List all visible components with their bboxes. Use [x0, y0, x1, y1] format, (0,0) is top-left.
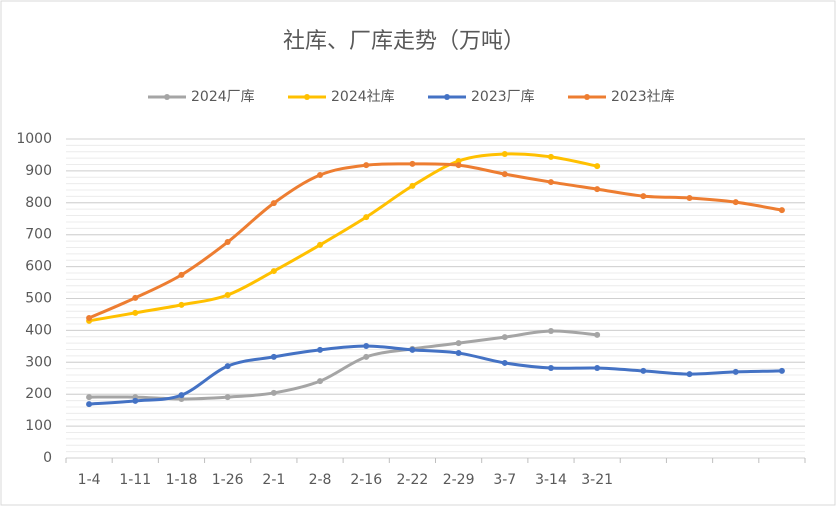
x-tick-label: 1-11 — [119, 472, 151, 488]
x-tick-label: 1-4 — [78, 472, 101, 488]
point — [178, 271, 185, 278]
point — [363, 214, 370, 221]
point — [686, 371, 693, 378]
point — [409, 160, 416, 167]
point — [732, 368, 739, 375]
legend-marker — [304, 94, 310, 100]
x-tick-label: 2-22 — [397, 472, 429, 488]
point — [732, 199, 739, 206]
point — [409, 346, 416, 353]
point — [501, 171, 508, 178]
legend-label: 2023厂库 — [471, 89, 535, 105]
point — [317, 378, 324, 385]
point — [86, 394, 93, 401]
series-line — [87, 152, 599, 323]
legend-label: 2024厂库 — [191, 89, 255, 105]
point — [547, 328, 554, 335]
legend-label: 2024社库 — [331, 89, 395, 105]
series-line — [87, 329, 599, 401]
x-tick-label: 2-1 — [262, 472, 285, 488]
point — [317, 346, 324, 353]
y-tick-label: 100 — [25, 418, 52, 434]
point — [455, 340, 462, 347]
point — [547, 365, 554, 372]
y-tick-label: 1000 — [16, 131, 52, 147]
point — [86, 401, 93, 408]
point — [501, 359, 508, 366]
point — [640, 367, 647, 374]
point — [501, 334, 508, 341]
point — [363, 353, 370, 360]
x-tick-label: 2-29 — [443, 472, 475, 488]
point — [455, 350, 462, 357]
y-tick-label: 400 — [25, 322, 52, 338]
point — [594, 186, 601, 193]
point — [317, 241, 324, 248]
point — [132, 397, 139, 404]
y-tick-label: 600 — [25, 259, 52, 275]
point — [363, 162, 370, 169]
point — [132, 309, 139, 316]
x-tick-label: 1-18 — [166, 472, 198, 488]
y-tick-label: 300 — [25, 354, 52, 370]
point — [363, 343, 370, 350]
point — [178, 392, 185, 399]
point — [270, 200, 277, 207]
x-tick-label: 3-7 — [493, 472, 516, 488]
legend-marker — [164, 94, 170, 100]
y-tick-label: 500 — [25, 291, 52, 307]
point — [409, 182, 416, 189]
y-tick-label: 900 — [25, 163, 52, 179]
point — [547, 153, 554, 160]
point — [686, 195, 693, 202]
point — [224, 239, 231, 246]
point — [132, 294, 139, 301]
y-tick-label: 0 — [43, 450, 52, 466]
point — [178, 301, 185, 308]
legend-marker — [584, 94, 590, 100]
y-tick-label: 800 — [25, 195, 52, 211]
y-tick-label: 700 — [25, 227, 52, 243]
point — [501, 150, 508, 157]
point — [594, 163, 601, 170]
y-tick-label: 200 — [25, 386, 52, 402]
point — [778, 367, 785, 374]
point — [224, 394, 231, 401]
point — [224, 363, 231, 370]
point — [270, 389, 277, 396]
x-tick-label: 3-21 — [581, 472, 613, 488]
point — [778, 207, 785, 214]
point — [455, 158, 462, 165]
legend-label: 2023社库 — [611, 89, 675, 105]
point — [270, 353, 277, 360]
chart-title: 社库、厂库走势（万吨） — [283, 29, 525, 54]
point — [86, 314, 93, 321]
point — [640, 193, 647, 200]
series-line — [87, 162, 784, 320]
x-tick-label: 2-8 — [309, 472, 332, 488]
point — [547, 179, 554, 186]
series-line — [87, 344, 784, 406]
point — [455, 162, 462, 169]
legend-marker — [444, 94, 450, 100]
point — [224, 291, 231, 298]
point — [594, 365, 601, 372]
point — [594, 331, 601, 338]
x-tick-label: 3-14 — [535, 472, 567, 488]
x-tick-label: 1-26 — [212, 472, 244, 488]
point — [317, 172, 324, 179]
x-tick-label: 2-16 — [350, 472, 382, 488]
point — [270, 268, 277, 275]
